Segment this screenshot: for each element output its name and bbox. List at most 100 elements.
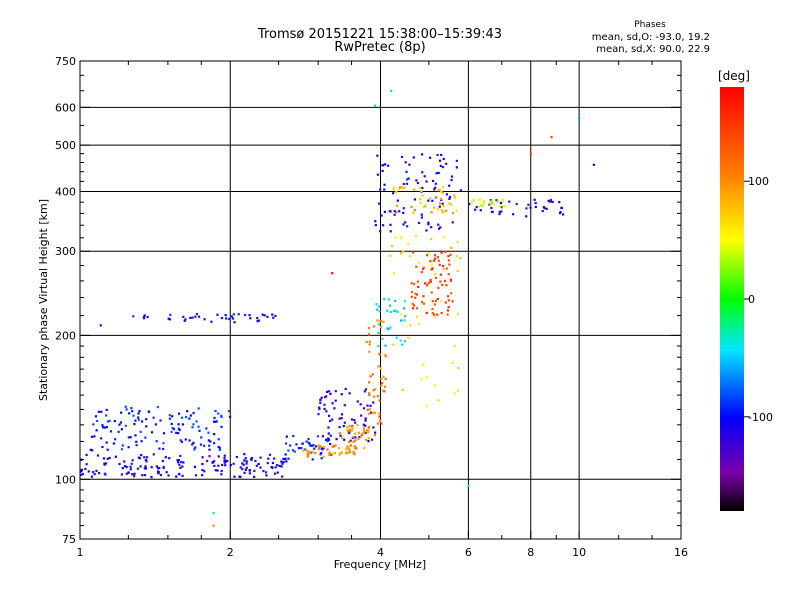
scatter-point: [371, 373, 374, 376]
scatter-point: [239, 475, 242, 479]
scatter-point: [429, 278, 432, 282]
scatter-point: [472, 199, 475, 202]
scatter-point: [323, 396, 327, 399]
scatter-point: [364, 438, 368, 441]
scatter-point: [284, 453, 287, 456]
scatter-point: [297, 447, 300, 450]
scatter-point: [244, 313, 247, 317]
scatter-point: [273, 457, 276, 460]
scatter-point: [442, 205, 445, 208]
scatter-point: [266, 315, 269, 318]
x-tick-label: 2: [227, 546, 234, 559]
scatter-point: [414, 292, 417, 295]
scatter-point: [364, 417, 367, 420]
scatter-point: [194, 474, 198, 477]
scatter-point: [448, 197, 451, 200]
scatter-point: [327, 390, 331, 393]
scatter-point: [427, 252, 430, 255]
scatter-point: [145, 425, 148, 428]
scatter-point: [439, 197, 443, 201]
scatter-point: [499, 201, 503, 205]
scatter-point: [419, 198, 422, 201]
scatter-point: [437, 286, 440, 290]
scatter-point: [127, 471, 130, 474]
scatter-point: [373, 411, 377, 414]
scatter-points: [79, 89, 595, 527]
scatter-point: [103, 426, 107, 429]
scatter-point: [542, 205, 545, 209]
scatter-point: [412, 211, 415, 214]
scatter-point: [112, 442, 116, 445]
scatter-point: [403, 340, 407, 343]
scatter-point: [184, 318, 187, 321]
scatter-point: [434, 182, 437, 185]
scatter-point: [359, 436, 362, 439]
scatter-point: [152, 453, 155, 456]
scatter-point: [374, 104, 377, 107]
scatter-point: [243, 471, 246, 474]
scatter-point: [372, 389, 375, 392]
scatter-point: [558, 201, 561, 204]
scatter-point: [407, 242, 410, 245]
scatter-point: [402, 182, 405, 186]
scatter-point: [189, 316, 192, 320]
scatter-point: [87, 470, 90, 473]
scatter-point: [386, 309, 389, 312]
scatter-point: [441, 202, 444, 205]
scatter-point: [367, 429, 370, 432]
scatter-point: [439, 164, 442, 168]
scatter-point: [220, 469, 223, 473]
scatter-point: [450, 178, 453, 182]
scatter-point: [139, 430, 142, 433]
scatter-point: [175, 475, 178, 478]
scatter-point: [417, 261, 421, 265]
scatter-point: [224, 464, 227, 467]
scatter-point: [449, 279, 453, 283]
scatter-point: [306, 451, 309, 454]
scatter-point: [318, 406, 321, 409]
scatter-point: [198, 429, 201, 432]
scatter-point: [413, 198, 417, 201]
scatter-point: [162, 447, 165, 451]
scatter-point: [168, 457, 171, 460]
scatter-point: [420, 378, 423, 381]
scatter-point: [468, 202, 471, 206]
scatter-point: [369, 375, 372, 378]
scatter-point: [287, 457, 290, 460]
scatter-point: [274, 314, 277, 318]
scatter-point: [420, 189, 423, 193]
scatter-point: [323, 407, 326, 411]
scatter-point: [263, 314, 266, 317]
scatter-point: [398, 210, 401, 213]
scatter-point: [334, 399, 337, 402]
scatter-point: [266, 462, 269, 465]
scatter-point: [384, 355, 387, 358]
scatter-point: [213, 432, 216, 436]
scatter-point: [453, 194, 456, 197]
scatter-point: [221, 463, 224, 467]
scatter-point: [362, 427, 366, 430]
scatter-point: [578, 116, 581, 120]
scatter-point: [330, 453, 333, 456]
scatter-point: [422, 266, 425, 269]
scatter-point: [337, 447, 341, 450]
scatter-point: [421, 194, 424, 197]
scatter-point: [243, 453, 246, 456]
scatter-point: [384, 344, 387, 347]
scatter-point: [223, 454, 226, 457]
scatter-point: [561, 213, 565, 216]
scatter-point: [434, 253, 437, 257]
scatter-point: [512, 213, 515, 216]
scatter-point: [319, 398, 322, 401]
scatter-point: [328, 451, 331, 454]
scatter-point: [120, 448, 124, 451]
scatter-point: [206, 459, 209, 463]
scatter-point: [191, 426, 194, 429]
x-tick-label: 1: [77, 546, 84, 559]
scatter-point: [407, 177, 410, 180]
scatter-point: [242, 463, 245, 466]
scatter-point: [214, 409, 217, 413]
scatter-point: [428, 156, 432, 159]
scatter-point: [445, 284, 448, 287]
scatter-point: [431, 267, 434, 270]
